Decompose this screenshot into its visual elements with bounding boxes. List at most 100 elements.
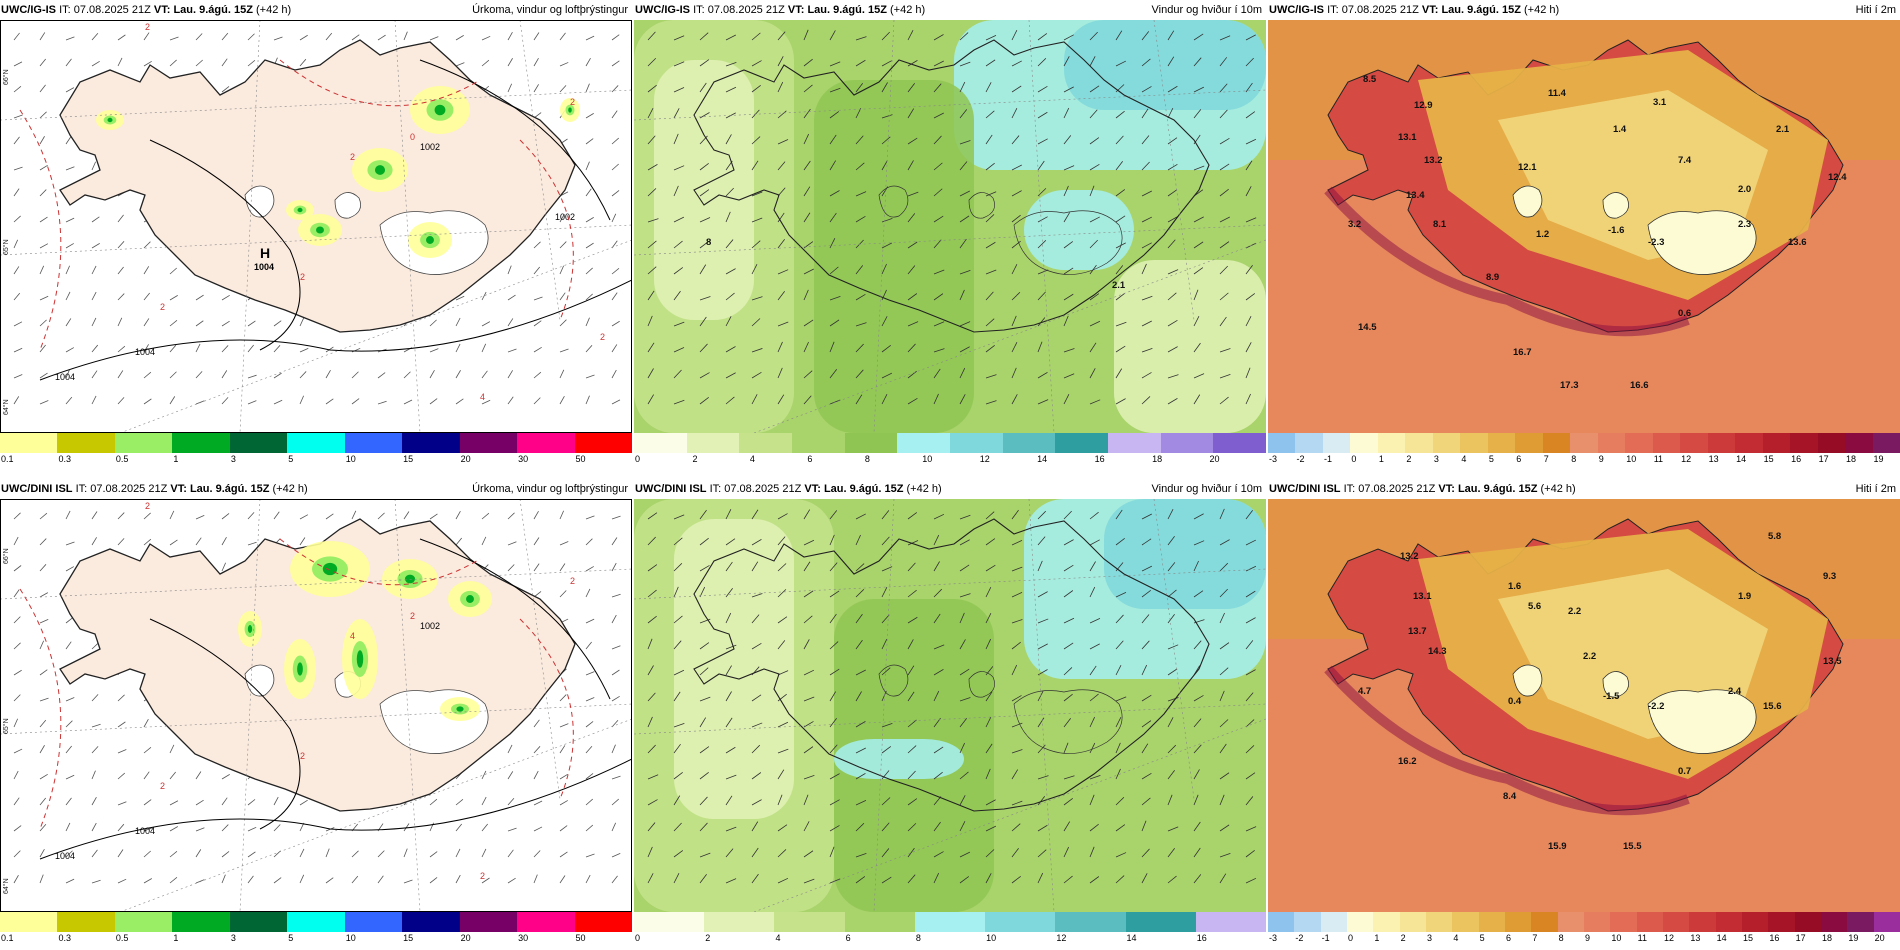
wind-arrow xyxy=(933,112,944,119)
wind-arrow xyxy=(559,265,564,275)
colorbar-tick-label: 8 xyxy=(1558,933,1564,943)
colorbar xyxy=(634,433,1266,453)
colorbar-swatch xyxy=(172,912,231,932)
wind-arrow xyxy=(673,669,685,676)
wind-arrow xyxy=(829,266,839,275)
panel-header: UWC/IG-IS IT: 07.08.2025 21Z VT: Lau. 9.… xyxy=(634,0,1266,20)
wind-arrow xyxy=(1245,111,1256,119)
wind-arrow xyxy=(699,618,711,624)
valid-time: Lau. 9.ágú. 15Z xyxy=(807,4,887,16)
wind-arrow xyxy=(907,719,917,728)
wind-map: 82.1 xyxy=(634,20,1266,433)
wind-arrow xyxy=(855,191,867,197)
wind-arrow xyxy=(699,565,710,572)
wind-arrow xyxy=(907,343,916,353)
wind-arrow xyxy=(673,61,685,67)
wind-arrow xyxy=(1011,164,1022,171)
wind-arrow xyxy=(1011,823,1021,832)
wind-arrow xyxy=(1141,242,1152,249)
wind-arrow xyxy=(39,400,49,405)
wind-arrow xyxy=(351,371,359,379)
isotherm-label: 2 xyxy=(160,302,165,312)
wind-arrow xyxy=(1167,717,1174,728)
temp-value-label: 13.4 xyxy=(1406,190,1425,201)
isotherm-line xyxy=(19,109,62,351)
colorbar-tick-label: 8 xyxy=(915,933,921,943)
wind-arrow xyxy=(39,848,45,858)
temp-value-label: 12.1 xyxy=(1518,162,1537,173)
wind-arrow xyxy=(455,62,465,67)
wind-arrow xyxy=(1011,240,1021,249)
wind-arrow xyxy=(507,370,513,379)
colorbar-swatch xyxy=(57,433,116,453)
wind-arrow xyxy=(273,511,280,520)
temp-value-label: 12.9 xyxy=(1414,100,1433,111)
wind-arrow xyxy=(907,293,918,301)
wind-arrow xyxy=(907,370,917,379)
wind-arrow xyxy=(907,745,917,754)
wind-arrow xyxy=(777,161,786,171)
wind-arrow xyxy=(985,666,994,676)
colorbar-tick-label: 2 xyxy=(692,454,698,464)
wind-arrow xyxy=(91,879,101,884)
wind-arrow xyxy=(855,162,865,171)
wind-arrow xyxy=(507,827,517,832)
wind-arrow xyxy=(1037,744,1046,754)
wind-arrow xyxy=(247,374,257,379)
wind-arrow xyxy=(1193,540,1205,546)
temp-value-label: 1.2 xyxy=(1536,229,1549,240)
wind-arrow xyxy=(777,877,789,884)
wind-arrow xyxy=(1037,341,1043,353)
parallel-line xyxy=(634,568,1266,600)
wind-arrow xyxy=(1193,718,1202,728)
wind-arrow xyxy=(65,541,75,546)
wind-arrow xyxy=(855,322,867,327)
wind-arrow xyxy=(221,397,229,405)
wind-arrow xyxy=(1089,109,1098,119)
wind-arrow xyxy=(13,770,19,780)
wind-arrow xyxy=(881,770,890,780)
colorbar-swatch xyxy=(1584,912,1611,932)
wind-arrow xyxy=(985,743,993,754)
wind-arrow xyxy=(1141,694,1152,702)
wind-arrow xyxy=(751,722,763,728)
wind-arrow xyxy=(829,190,840,197)
wind-arrow xyxy=(1141,190,1152,197)
wind-arrow xyxy=(803,539,815,546)
wind-arrow xyxy=(959,718,968,728)
wind-arrow xyxy=(959,564,970,572)
wind-arrow xyxy=(455,370,461,379)
wind-arrow xyxy=(13,874,19,884)
wind-arrow xyxy=(959,771,969,780)
wind-arrow xyxy=(1115,537,1125,546)
colorbar-swatch xyxy=(1055,912,1127,932)
wind-arrow xyxy=(299,317,305,327)
isobar-label: 1002 xyxy=(420,142,440,152)
wind-arrow xyxy=(117,749,127,754)
wind-arrow xyxy=(673,615,683,624)
wind-arrow xyxy=(273,877,282,884)
wind-arrow xyxy=(1167,535,1175,546)
wind-arrow xyxy=(1167,346,1178,353)
wind-arrow xyxy=(1219,83,1228,93)
panel-header: UWC/IG-IS IT: 07.08.2025 21Z VT: Lau. 9.… xyxy=(0,0,632,20)
wind-arrow xyxy=(559,773,568,780)
temp-value-label: 12.4 xyxy=(1828,172,1847,183)
wind-arrow xyxy=(777,239,785,249)
wind-arrow xyxy=(39,823,47,832)
wind-arrow xyxy=(195,799,204,806)
colorbar-swatch xyxy=(1399,912,1427,932)
wind-arrow xyxy=(611,695,620,702)
colorbar-swatch xyxy=(914,912,986,932)
isobar-label: 1002 xyxy=(555,212,575,222)
lead-time: (+42 h) xyxy=(1540,483,1576,495)
wind-arrow xyxy=(855,135,864,145)
wind-arrow xyxy=(403,371,411,379)
colorbar-swatch xyxy=(402,912,461,932)
wind-arrow xyxy=(611,137,620,145)
colorbar-tick-label: 5 xyxy=(288,454,294,464)
wind-arrow xyxy=(1115,768,1121,780)
model-name: UWC/IG-IS xyxy=(1,4,56,16)
wind-arrow xyxy=(959,321,971,327)
